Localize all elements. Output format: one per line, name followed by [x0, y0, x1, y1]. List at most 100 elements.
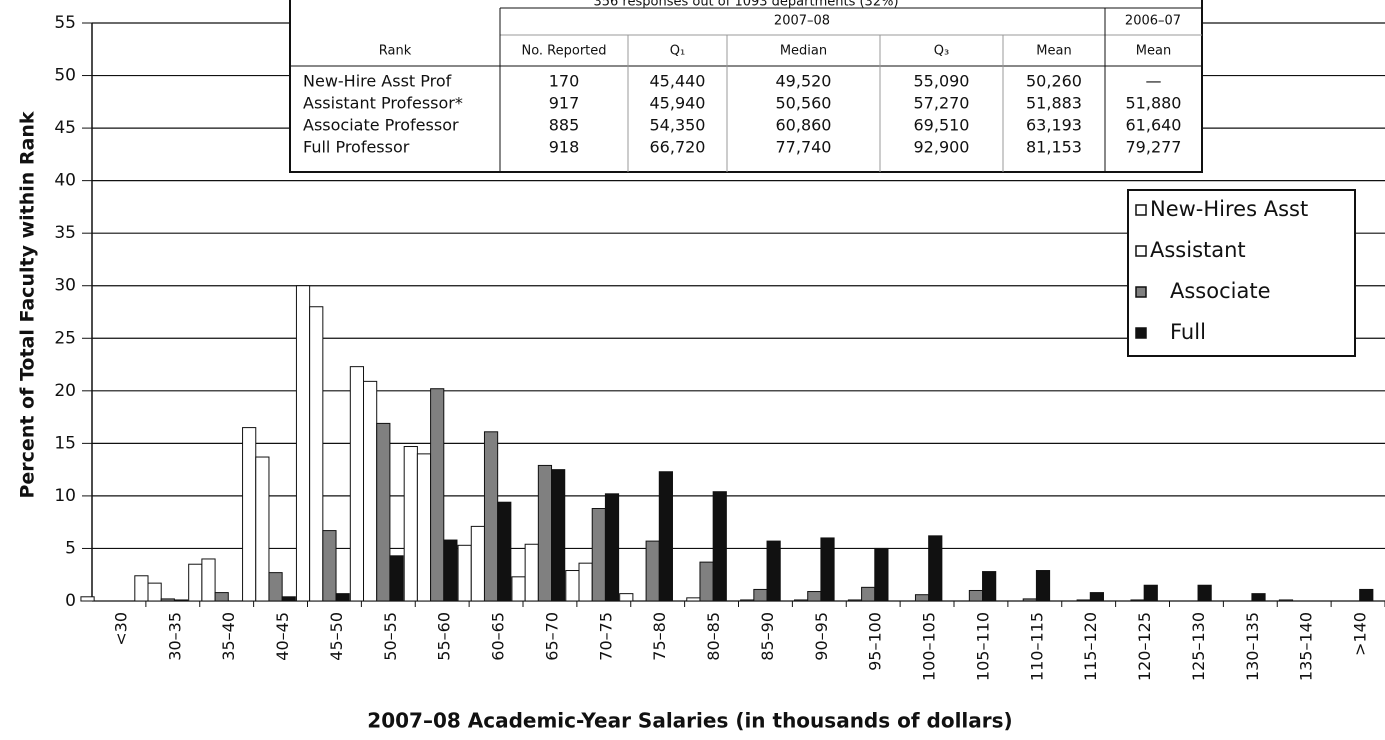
bar — [214, 592, 229, 602]
bar — [537, 464, 553, 602]
table-cell: Full Professor — [303, 138, 410, 157]
bar — [982, 571, 997, 602]
bar — [1089, 592, 1104, 602]
x-tick-label: >140 — [1351, 612, 1370, 656]
y-tick-label: 10 — [54, 486, 76, 506]
bar — [524, 543, 539, 602]
x-tick-label: 55–60 — [435, 612, 454, 661]
table-cell: 49,520 — [776, 72, 832, 91]
x-tick-label: 90–95 — [812, 612, 831, 661]
bar — [134, 575, 149, 602]
bar — [430, 388, 445, 602]
x-tick-label: 40–45 — [273, 612, 292, 661]
table-cell: 45,440 — [650, 72, 706, 91]
x-tick-label: 80–85 — [704, 612, 723, 661]
y-tick-label: 20 — [54, 381, 76, 401]
legend-label: Full — [1170, 320, 1206, 344]
bar — [645, 540, 660, 602]
table-cell: Associate Professor — [303, 116, 459, 135]
y-tick-label: 55 — [54, 13, 76, 33]
bar — [242, 427, 257, 602]
bar — [847, 599, 863, 602]
bar — [443, 539, 458, 602]
x-tick-label: 100–105 — [920, 612, 939, 681]
bar — [968, 589, 984, 602]
y-tick-label: 30 — [54, 276, 76, 296]
bar — [457, 544, 472, 602]
legend-swatch — [1135, 327, 1147, 339]
bar — [658, 471, 673, 602]
bar — [80, 596, 95, 602]
bar — [255, 456, 270, 602]
x-tick-label: 70–75 — [596, 612, 615, 661]
bar — [686, 597, 701, 602]
table-header: Rank — [379, 44, 412, 59]
legend-swatch — [1135, 204, 1147, 216]
legend-label: Associate — [1170, 279, 1271, 303]
bar — [363, 380, 378, 602]
table-header: Q₃ — [934, 44, 949, 59]
bar — [1359, 588, 1374, 602]
bar — [295, 285, 311, 602]
bar — [268, 572, 283, 602]
y-tick-label: 15 — [54, 433, 76, 453]
bar — [483, 431, 499, 602]
table-caption: 356 responses out of 1093 departments (3… — [593, 0, 898, 10]
bar — [565, 570, 580, 602]
x-tick-label: 110–115 — [1027, 612, 1046, 681]
table-header: No. Reported — [521, 44, 606, 59]
bar — [699, 561, 714, 602]
bar — [1076, 599, 1091, 602]
x-tick-label: <30 — [111, 612, 130, 646]
bar — [201, 558, 216, 602]
table-cell: 63,193 — [1026, 116, 1082, 135]
y-axis-title: Percent of Total Faculty within Rank — [17, 111, 39, 498]
bar — [416, 453, 432, 602]
table-cell: 918 — [549, 138, 580, 157]
table-cell: 55,090 — [914, 72, 970, 91]
table-cell: 51,883 — [1026, 94, 1082, 113]
table-cell: 57,270 — [914, 94, 970, 113]
bar — [309, 306, 324, 602]
legend-label: New-Hires Asst — [1150, 197, 1308, 221]
bar — [160, 598, 175, 602]
table-header: Mean — [1036, 44, 1071, 59]
bar — [794, 599, 809, 602]
bar — [1251, 593, 1266, 602]
bar — [1143, 584, 1158, 602]
bar — [807, 591, 822, 602]
x-tick-label: 45–50 — [327, 612, 346, 661]
y-tick-label: 0 — [65, 591, 76, 611]
table-cell: 50,560 — [776, 94, 832, 113]
bar — [619, 593, 634, 602]
x-tick-label: 85–90 — [758, 612, 777, 661]
y-tick-label: 40 — [54, 171, 76, 191]
bar — [349, 366, 365, 602]
table-cell: 61,640 — [1126, 116, 1182, 135]
bar — [591, 508, 606, 602]
table-cell: Assistant Professor* — [303, 94, 463, 113]
bar — [1035, 570, 1051, 602]
x-tick-label: 135–140 — [1297, 612, 1316, 681]
bar — [551, 469, 566, 602]
table-cell: 170 — [549, 72, 580, 91]
x-tick-label: 130–135 — [1243, 612, 1262, 681]
bar — [335, 593, 350, 602]
bar — [820, 537, 835, 602]
y-tick-label: 45 — [54, 118, 76, 138]
bar — [1278, 599, 1294, 602]
x-tick-label: 105–110 — [973, 612, 992, 681]
bar — [1197, 584, 1212, 602]
table-cell: 917 — [549, 94, 580, 113]
bar — [861, 586, 876, 602]
legend-label: Assistant — [1150, 238, 1246, 262]
bar — [403, 446, 418, 602]
y-tick-label: 25 — [54, 328, 76, 348]
table-cell: 79,277 — [1126, 138, 1182, 157]
bar — [753, 588, 768, 602]
table-cell: 885 — [549, 116, 580, 135]
table-cell: 69,510 — [914, 116, 970, 135]
table-cell: 60,860 — [776, 116, 832, 135]
x-tick-label: 65–70 — [542, 612, 561, 661]
table-cell: 50,260 — [1026, 72, 1082, 91]
